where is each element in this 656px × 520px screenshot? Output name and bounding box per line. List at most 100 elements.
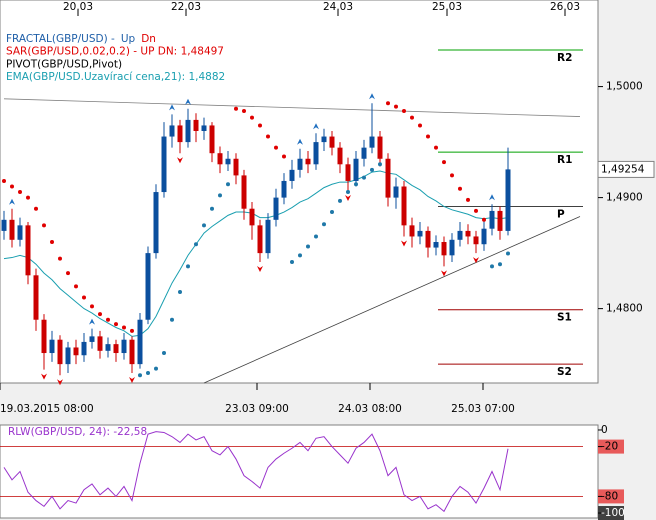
sar-dot <box>330 210 334 215</box>
sar-dot <box>482 217 486 222</box>
fractal-down <box>177 157 183 164</box>
candle-body <box>457 230 463 240</box>
sar-dot <box>450 173 454 178</box>
pivot-label: R2 <box>557 52 572 64</box>
sar-dot <box>106 317 110 322</box>
sar-dot <box>18 190 22 195</box>
candle-body <box>105 344 111 351</box>
last-price-box <box>597 160 655 178</box>
sar-dot <box>98 312 102 317</box>
candle-body <box>417 230 423 237</box>
candle-body <box>401 186 407 226</box>
legend-text: Dn <box>141 33 156 45</box>
candle-body <box>145 253 151 320</box>
candle-body <box>81 341 87 356</box>
sar-dot <box>42 223 46 228</box>
sar-dot <box>58 256 62 261</box>
legend-text: PIVOT(GBP/USD,Pivot) <box>6 58 122 70</box>
sar-dot <box>346 190 350 195</box>
candle-body <box>481 228 487 245</box>
candle-body <box>57 339 63 365</box>
candle-body <box>289 169 295 181</box>
candle-body <box>305 158 311 165</box>
candle-body <box>225 158 231 165</box>
x-bottom-label: 25.03 07:00 <box>451 403 515 415</box>
rlw-line <box>3 431 509 513</box>
sar-dot <box>314 234 318 239</box>
pivot-label: P <box>557 208 565 220</box>
candle-body <box>425 230 431 248</box>
legend-text: SAR(GBP/USD,0.02,0.2) - UP DN: 1,48497 <box>6 46 224 58</box>
fractal-up <box>9 198 15 205</box>
sar-dot <box>474 208 478 213</box>
fractal-up <box>169 104 175 111</box>
candle-body <box>137 319 143 365</box>
candle-body <box>329 136 335 148</box>
legend-line: SAR(GBP/USD,0.02,0.2) - UP DN: 1,48497 <box>6 46 224 58</box>
sar-dot <box>154 366 158 371</box>
sar-dot <box>218 193 222 198</box>
candle-body <box>313 142 319 165</box>
candle-body <box>281 180 287 198</box>
sar-dot <box>386 101 390 106</box>
y-tick-label: 1,4900 <box>606 192 643 204</box>
sar-dot <box>306 244 310 249</box>
ema-line <box>3 170 509 337</box>
sar-dot <box>466 197 470 202</box>
indicator-pane <box>0 424 599 519</box>
sar-dot <box>50 240 54 245</box>
candle-body <box>337 147 343 165</box>
candle-body <box>297 158 303 170</box>
candle-body <box>321 136 327 143</box>
legend-line: PIVOT(GBP/USD,Pivot) <box>6 58 122 70</box>
sar-dot <box>210 206 214 211</box>
candle-body <box>17 225 23 240</box>
sar-dot <box>74 284 78 289</box>
sar-dot <box>418 123 422 128</box>
sar-dot <box>362 175 366 180</box>
sar-dot <box>442 160 446 165</box>
x-top-label: 22.03 <box>171 1 201 13</box>
sar-dot <box>506 251 510 256</box>
sar-dot <box>378 162 382 167</box>
sar-dot <box>146 371 150 376</box>
candle-body <box>25 225 31 276</box>
candle-body <box>161 136 167 193</box>
fractal-down <box>257 265 263 272</box>
fractal-up <box>185 98 191 105</box>
x-top-label: 20.03 <box>63 1 93 13</box>
legend-line: EMA(GBP/USD.Uzavírací cena,21): 1,4882 <box>6 71 225 83</box>
candle-body <box>49 339 55 354</box>
x-bottom-label: 24.03 08:00 <box>338 403 402 415</box>
candle-body <box>185 119 191 143</box>
sar-dot <box>226 182 230 187</box>
y-tick-label: -20 <box>601 441 618 453</box>
legend-text: Up <box>121 33 136 45</box>
sar-dot <box>250 115 254 120</box>
sar-dot <box>138 373 142 378</box>
sar-dot <box>338 198 342 203</box>
sar-dot <box>274 145 278 150</box>
candle-body <box>473 236 479 245</box>
fractal-down <box>129 377 135 384</box>
sar-dot <box>186 264 190 269</box>
candle-body <box>265 219 271 254</box>
sar-dot <box>122 325 126 330</box>
candle-body <box>33 275 39 320</box>
sar-dot <box>290 259 294 264</box>
sar-dot <box>194 242 198 247</box>
tick-box <box>598 439 624 454</box>
sar-dot <box>258 123 262 128</box>
y-tick-label: -100 <box>601 507 625 519</box>
sar-dot <box>354 182 358 187</box>
candle-body <box>201 125 207 131</box>
fractal-up <box>313 123 319 130</box>
sar-dot <box>66 271 70 276</box>
sar-dot <box>2 178 6 183</box>
sar-dot <box>10 184 14 189</box>
candle-body <box>177 125 183 143</box>
pivot-label: S2 <box>557 366 572 378</box>
candle-body <box>489 210 495 229</box>
fractal-down <box>441 270 447 277</box>
candle-body <box>233 158 239 176</box>
